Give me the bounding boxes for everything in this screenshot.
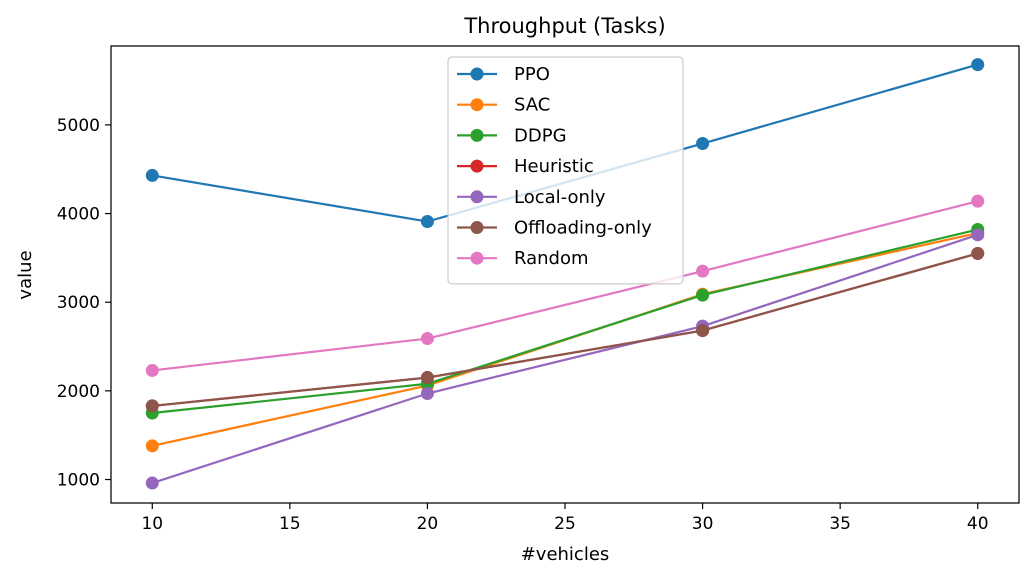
data-point-ppo	[696, 137, 710, 151]
data-point-local-only	[971, 228, 985, 242]
data-point-ddpg	[696, 288, 710, 302]
legend: PPO SAC DDPG Heuristic Local-only Offloading-…	[447, 56, 684, 285]
legend-label-offloading-only: Offloading-only	[514, 218, 652, 239]
data-point-offloading-only	[420, 371, 434, 385]
legend-label-ppo: PPO	[514, 64, 550, 85]
legend-label-sac: SAC	[514, 95, 550, 116]
y-tick-label: 3000	[57, 293, 100, 313]
legend-label-ddpg: DDPG	[514, 125, 567, 146]
data-point-ppo	[420, 215, 434, 229]
x-tick-label: 25	[554, 514, 576, 534]
legend-marker-ddpg	[470, 128, 484, 142]
chart-title: Throughput (Tasks)	[463, 14, 665, 38]
x-tick-label: 10	[141, 514, 163, 534]
data-point-random	[145, 363, 159, 377]
legend-marker-heuristic	[470, 159, 484, 173]
x-tick-label: 30	[692, 514, 714, 534]
data-point-local-only	[420, 387, 434, 401]
y-axis-label: value	[15, 250, 36, 299]
data-point-ppo	[971, 58, 985, 72]
x-tick-label: 40	[967, 514, 989, 534]
x-tick-label: 15	[279, 514, 301, 534]
legend-marker-offloading-only	[470, 221, 484, 234]
series-line-offloading-only	[152, 252, 979, 408]
legend-box	[447, 56, 684, 285]
y-tick-label: 5000	[57, 116, 100, 136]
y-tick-label: 2000	[57, 382, 100, 402]
plot-marks	[145, 58, 985, 490]
data-point-random	[971, 194, 985, 208]
legend-label-local-only: Local-only	[514, 187, 606, 208]
x-axis: 10 15 20 25 30 35 40	[141, 503, 989, 534]
series-line-local-only	[151, 233, 979, 485]
x-tick-label: 35	[829, 514, 851, 534]
data-point-local-only	[145, 476, 159, 490]
legend-marker-sac	[470, 98, 484, 112]
legend-marker-random	[470, 251, 484, 265]
data-point-random	[696, 264, 710, 278]
y-axis: 1000 2000 3000 4000 5000	[57, 116, 111, 491]
series-line-ddpg	[152, 228, 978, 415]
data-point-ppo	[145, 168, 159, 182]
data-point-sac	[145, 439, 159, 453]
legend-label-heuristic: Heuristic	[514, 156, 594, 177]
data-point-offloading-only	[145, 399, 159, 413]
legend-label-random: Random	[514, 248, 589, 269]
y-tick-label: 4000	[57, 205, 100, 225]
series-line-random	[152, 200, 978, 372]
data-point-offloading-only	[971, 246, 985, 260]
x-axis-label: #vehicles	[521, 544, 610, 565]
data-point-offloading-only	[696, 324, 710, 338]
y-tick-label: 1000	[57, 471, 100, 491]
x-tick-label: 20	[417, 514, 439, 534]
legend-marker-ppo	[470, 67, 484, 81]
data-point-random	[420, 332, 434, 346]
legend-marker-local-only	[470, 190, 484, 204]
